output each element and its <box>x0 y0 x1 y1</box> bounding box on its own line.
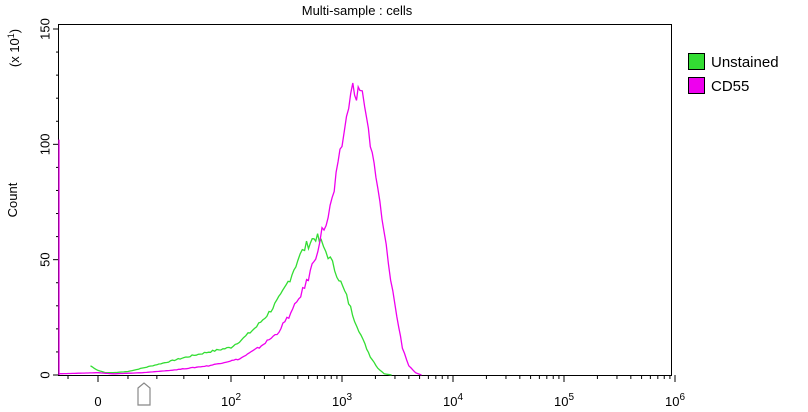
x-tick-exp: 4 <box>457 392 463 403</box>
plot-area-frame <box>58 24 672 376</box>
series-layer <box>58 82 422 376</box>
x-tick-base: 10 <box>665 394 679 409</box>
y-multiplier-prefix: (x 10 <box>7 38 22 67</box>
legend-swatch-cd55 <box>688 77 705 94</box>
x-tick-label: 106 <box>665 392 685 409</box>
x-tick-base: 10 <box>332 394 346 409</box>
x-tick-base: 10 <box>221 394 235 409</box>
x-tick-exp: 5 <box>568 392 574 403</box>
x-tick-base: 10 <box>554 394 568 409</box>
x-tick-label: 105 <box>554 392 574 409</box>
x-tick-label: 104 <box>443 392 463 409</box>
gate-marker-icon[interactable] <box>137 382 151 406</box>
y-multiplier-close: ) <box>7 29 22 33</box>
legend-swatch-unstained <box>688 53 705 70</box>
legend: Unstained CD55 <box>688 53 779 95</box>
x-tick-base: 0 <box>94 394 101 409</box>
y-tick-label: 50 <box>37 252 52 266</box>
y-axis-multiplier: (x 101) <box>6 29 22 67</box>
y-multiplier-exp: 1 <box>6 33 16 38</box>
y-tick-group: 0 50 100 150 <box>37 18 59 379</box>
legend-label-unstained: Unstained <box>711 54 779 71</box>
x-tick-label: 102 <box>221 392 241 409</box>
chart-title: Multi-sample : cells <box>302 3 413 18</box>
x-tick-label: 103 <box>332 392 352 409</box>
series-line-cd55 <box>58 82 422 376</box>
y-tick-label: 150 <box>37 18 52 40</box>
y-axis-label: Count <box>5 182 20 217</box>
x-tick-group: 0 102 103 104 105 106 <box>67 375 685 409</box>
y-tick-label: 0 <box>37 371 52 378</box>
y-tick-label: 100 <box>37 133 52 155</box>
x-tick-base: 10 <box>443 394 457 409</box>
x-tick-label: 0 <box>94 394 101 409</box>
series-line-unstained <box>90 233 392 376</box>
x-tick-exp: 6 <box>679 392 685 403</box>
legend-label-cd55: CD55 <box>711 78 749 95</box>
x-tick-exp: 3 <box>346 392 352 403</box>
x-tick-exp: 2 <box>235 392 241 403</box>
